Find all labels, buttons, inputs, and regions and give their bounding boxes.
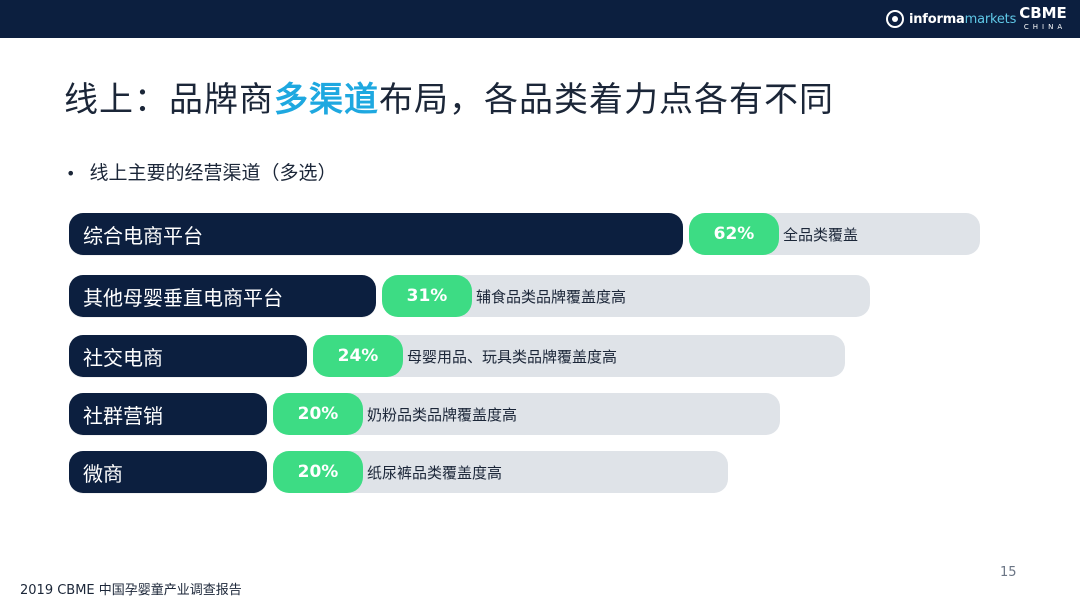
markets-logo-text: markets <box>964 11 1017 27</box>
channel-bar: 其他母婴垂直电商平台 <box>69 275 376 317</box>
channel-note: 奶粉品类品牌覆盖度高 <box>313 393 780 435</box>
channel-note: 辅食品类品牌覆盖度高 <box>422 275 870 317</box>
percentage-badge: 62% <box>689 213 779 255</box>
top-banner: informamarkets CBME CHINA <box>0 0 1080 38</box>
chart-row: 纸尿裤品类覆盖度高 微商 20% <box>0 451 1080 493</box>
report-source: 2019 CBME 中国孕婴童产业调查报告 <box>20 583 242 598</box>
subtitle-text: 线上主要的经营渠道（多选） <box>89 162 337 184</box>
chart-row: 辅食品类品牌覆盖度高 其他母婴垂直电商平台 31% <box>0 275 1080 317</box>
cbme-logo-text: CBME <box>1019 4 1067 22</box>
percentage-badge: 20% <box>273 393 363 435</box>
page-number: 15 <box>1000 565 1017 580</box>
channel-note: 母婴用品、玩具类品牌覆盖度高 <box>353 335 845 377</box>
informa-markets-logo: informamarkets <box>886 8 1016 30</box>
title-highlight: 多渠道 <box>274 80 379 120</box>
channel-note: 纸尿裤品类覆盖度高 <box>313 451 728 493</box>
informa-logo-text: informa <box>909 11 965 27</box>
title-part-1: 线上：品牌商 <box>64 80 274 120</box>
page-title: 线上：品牌商多渠道布局，各品类着力点各有不同 <box>64 72 834 121</box>
chart-row: 全品类覆盖 综合电商平台 62% <box>0 213 1080 255</box>
cbme-china-text: CHINA <box>1023 23 1067 31</box>
informa-circle-icon <box>886 10 904 28</box>
percentage-badge: 24% <box>313 335 403 377</box>
title-part-2: 布局，各品类着力点各有不同 <box>379 80 834 120</box>
channel-bar: 社群营销 <box>69 393 267 435</box>
channel-bar: 社交电商 <box>69 335 307 377</box>
channel-bar: 微商 <box>69 451 267 493</box>
chart-subtitle: • 线上主要的经营渠道（多选） <box>66 158 336 185</box>
bullet-icon: • <box>66 164 76 183</box>
chart-row: 奶粉品类品牌覆盖度高 社群营销 20% <box>0 393 1080 435</box>
percentage-badge: 31% <box>382 275 472 317</box>
cbme-logo: CBME CHINA <box>1014 5 1072 32</box>
percentage-badge: 20% <box>273 451 363 493</box>
chart-row: 母婴用品、玩具类品牌覆盖度高 社交电商 24% <box>0 335 1080 377</box>
channel-bar: 综合电商平台 <box>69 213 683 255</box>
